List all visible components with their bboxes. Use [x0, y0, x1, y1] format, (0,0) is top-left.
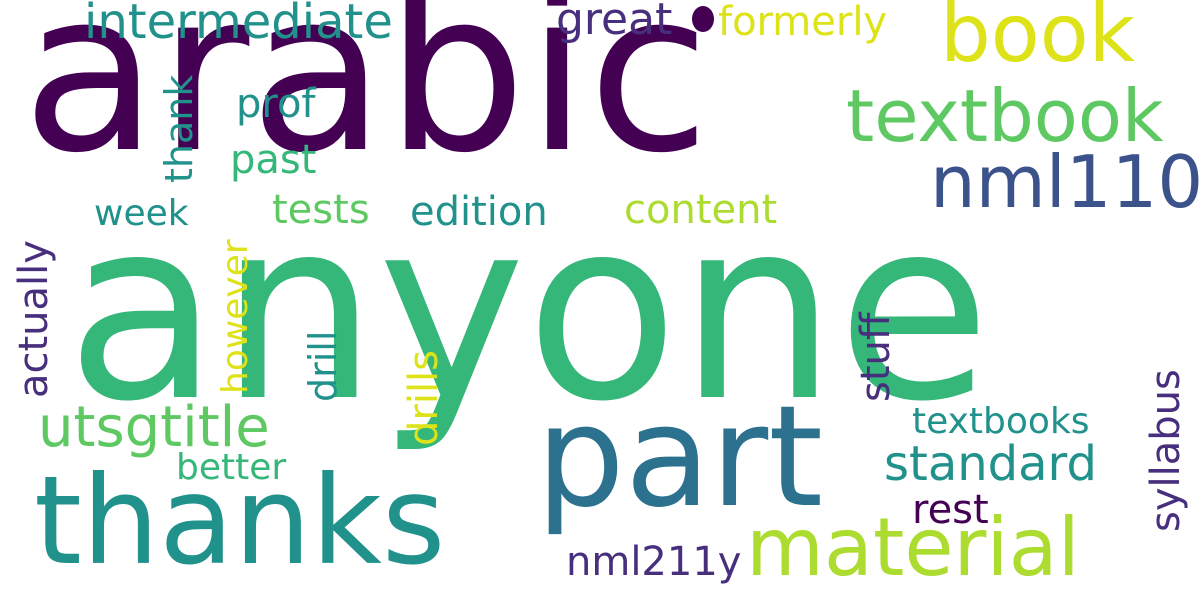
word-formerly: formerly: [718, 0, 888, 45]
word-intermediate: intermediate: [84, 0, 393, 50]
word-textbook: textbook: [846, 74, 1164, 158]
word-rest: rest: [912, 487, 989, 533]
dot-mark: [692, 6, 714, 32]
word-actually: actually: [11, 240, 57, 398]
word-part: part: [536, 376, 824, 539]
word-syllabus: syllabus: [1143, 369, 1189, 532]
word-material: material: [746, 501, 1080, 594]
word-thanks: thanks: [34, 450, 446, 592]
word-arabic: arabic: [22, 0, 711, 202]
word-tests: tests: [272, 187, 370, 233]
word-utsgtitle: utsgtitle: [38, 395, 270, 460]
word-nml211y: nml211y: [566, 539, 742, 585]
word-however: however: [215, 239, 256, 394]
word-drills: drills: [401, 349, 447, 446]
word-prof: prof: [236, 81, 316, 127]
word-nml110: nml110: [930, 140, 1200, 224]
word-better: better: [176, 447, 287, 488]
word-book: book: [940, 0, 1135, 80]
word-anyone: anyone: [66, 165, 991, 456]
word-thank: thank: [157, 74, 201, 183]
word-drill: drill: [301, 330, 345, 402]
word-content: content: [624, 187, 778, 233]
word-past: past: [230, 137, 317, 183]
word-textbooks: textbooks: [912, 401, 1090, 442]
word-stuff: stuff: [853, 312, 899, 402]
word-edition: edition: [410, 189, 548, 235]
word-week: week: [94, 193, 189, 234]
word-standard: standard: [884, 436, 1097, 492]
word-great: great: [556, 0, 673, 45]
